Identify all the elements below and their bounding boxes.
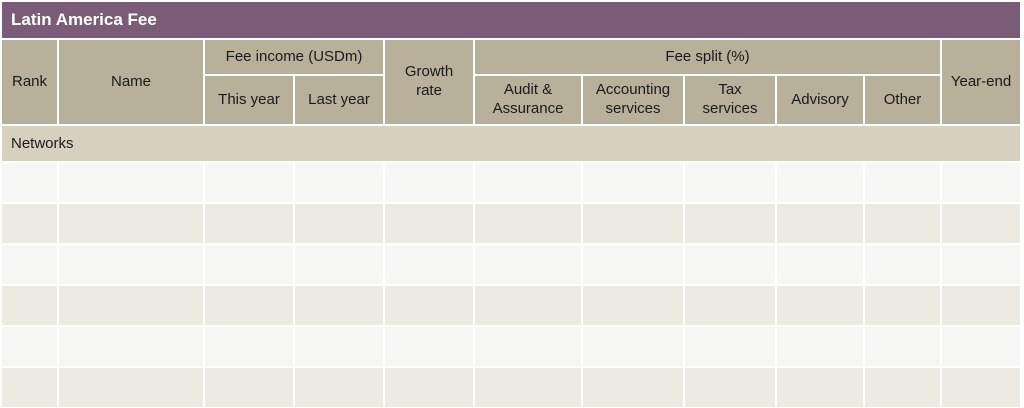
empty-cell [295,204,384,243]
empty-cell [865,245,941,284]
empty-cell [59,327,203,366]
empty-cell [583,286,684,325]
empty-cell [205,245,293,284]
col-header-advisory: Advisory [777,76,864,124]
empty-cell [942,286,1021,325]
empty-cell [59,368,203,407]
empty-cell [777,286,864,325]
empty-cell [205,286,293,325]
col-header-year-end: Year-end [942,40,1021,124]
empty-cell [205,368,293,407]
empty-cell [942,327,1021,366]
empty-cell [59,245,203,284]
empty-cell [865,163,941,202]
header-row-groups: Rank Name Fee income (USDm) Growth rate … [2,40,1021,124]
empty-cell [385,204,474,243]
empty-cell [777,368,864,407]
title-bar: Latin America Fee [2,2,1020,38]
table-row [2,327,1021,366]
empty-cell [685,286,776,325]
empty-cell [942,245,1021,284]
empty-cell [295,327,384,366]
empty-cell [777,327,864,366]
empty-cell [777,163,864,202]
empty-cell [777,245,864,284]
empty-cell [583,204,684,243]
empty-cell [385,327,474,366]
empty-cell [59,204,203,243]
table-row [2,368,1021,407]
empty-cell [942,163,1021,202]
empty-cell [295,286,384,325]
empty-cell [385,163,474,202]
col-header-tax-services: Tax services [685,76,776,124]
empty-cell [685,368,776,407]
empty-cell [475,163,582,202]
empty-cell [2,327,57,366]
page-title: Latin America Fee [11,10,157,29]
empty-cell [583,368,684,407]
empty-cell [865,286,941,325]
col-header-name: Name [59,40,203,124]
empty-cell [475,204,582,243]
table-row [2,245,1021,284]
empty-cell [475,245,582,284]
table-body: Networks [2,126,1021,407]
fee-table: Rank Name Fee income (USDm) Growth rate … [0,38,1022,408]
empty-cell [475,286,582,325]
col-group-fee-split: Fee split (%) [475,40,941,74]
empty-cell [583,327,684,366]
empty-cell [295,163,384,202]
col-group-fee-income: Fee income (USDm) [205,40,384,74]
empty-cell [865,204,941,243]
empty-cell [385,368,474,407]
col-header-this-year: This year [205,76,293,124]
empty-cell [475,327,582,366]
col-header-rank: Rank [2,40,57,124]
empty-cell [583,163,684,202]
empty-cell [942,368,1021,407]
empty-cell [685,163,776,202]
empty-cell [2,286,57,325]
empty-cell [59,163,203,202]
empty-cell [295,245,384,284]
col-header-accounting-services: Accounting services [583,76,684,124]
col-header-audit-assurance: Audit & Assurance [475,76,582,124]
col-header-other: Other [865,76,941,124]
table-row [2,163,1021,202]
empty-cell [2,204,57,243]
empty-cell [942,204,1021,243]
empty-cell [583,245,684,284]
table-row [2,204,1021,243]
table-row [2,286,1021,325]
empty-cell [385,245,474,284]
header-row-subcolumns: This year Last year Audit & Assurance Ac… [2,76,1020,124]
section-label: Networks [2,126,1021,161]
empty-cell [685,245,776,284]
col-header-last-year: Last year [295,76,384,124]
empty-cell [475,368,582,407]
empty-cell [2,245,57,284]
section-row: Networks [2,126,1021,161]
empty-cell [205,204,293,243]
table-header: Rank Name Fee income (USDm) Growth rate … [2,40,1021,124]
empty-cell [2,163,57,202]
empty-cell [59,286,203,325]
empty-cell [777,204,864,243]
empty-cell [2,368,57,407]
empty-cell [685,327,776,366]
empty-cell [205,327,293,366]
empty-cell [865,327,941,366]
empty-cell [205,163,293,202]
empty-cell [685,204,776,243]
empty-cell [385,286,474,325]
empty-cell [295,368,384,407]
empty-cell [865,368,941,407]
col-header-growth-rate: Growth rate [385,40,474,124]
